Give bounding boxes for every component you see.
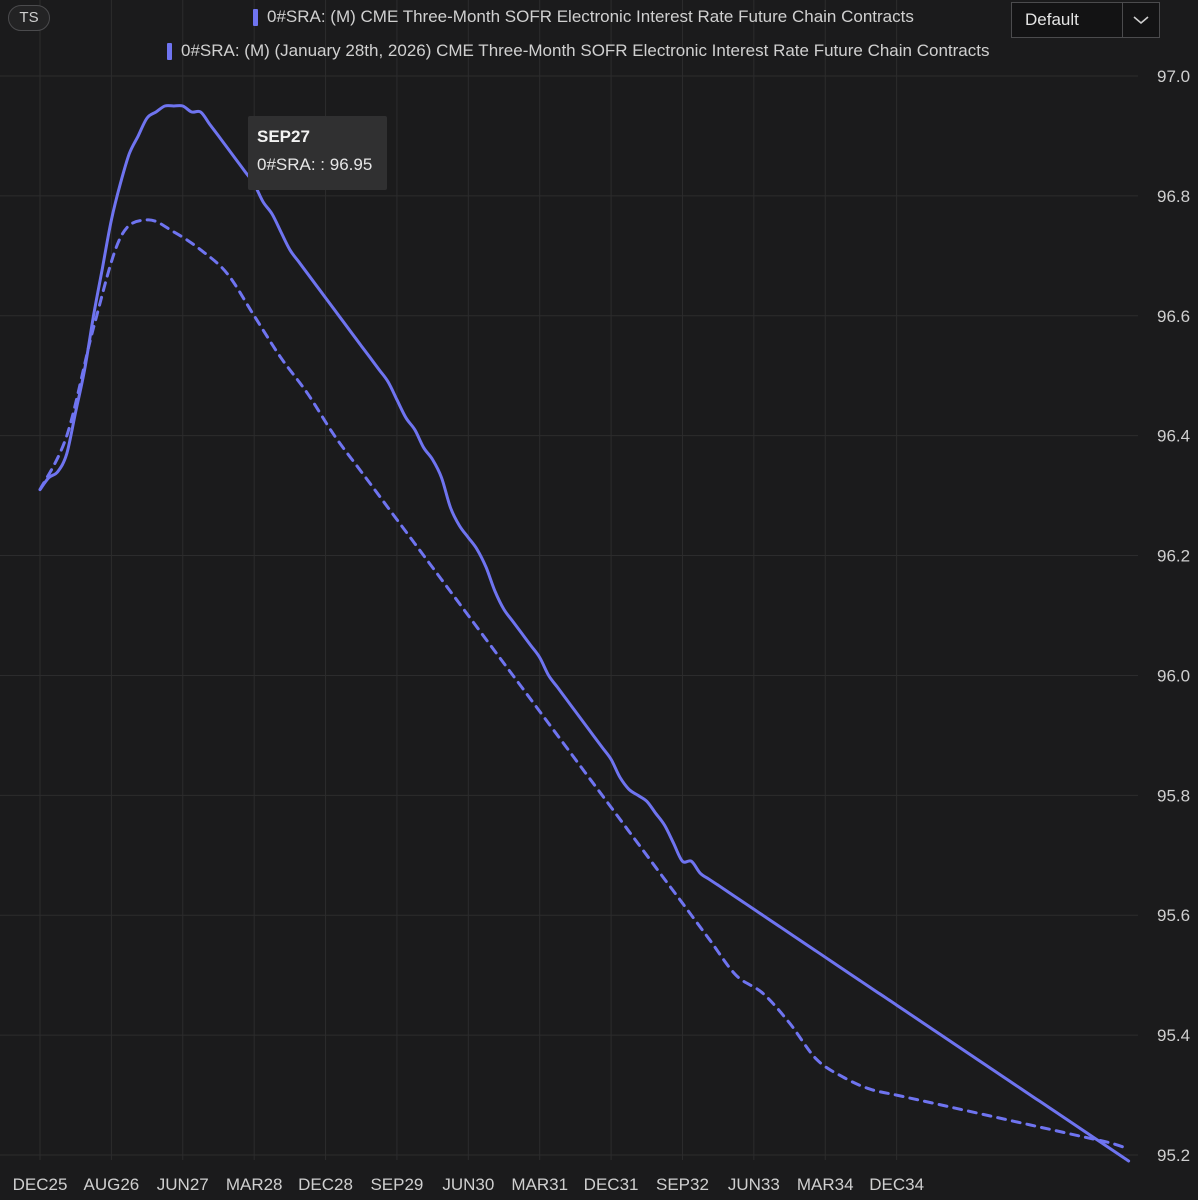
x-tick-label: MAR31 <box>511 1175 568 1194</box>
series-line-current[interactable] <box>38 104 1131 1163</box>
x-tick-label: AUG26 <box>84 1175 140 1194</box>
tooltip-title: SEP27 <box>257 127 310 146</box>
y-tick-label: 96.6 <box>1157 307 1190 326</box>
x-tick-label: JUN27 <box>157 1175 209 1194</box>
y-tick-label: 96.0 <box>1157 666 1190 685</box>
view-selector[interactable]: Default <box>1011 2 1160 38</box>
y-axis: 97.0 96.8 96.6 96.4 96.2 96.0 95.8 95.6 95.4 95.2 <box>1157 67 1190 1165</box>
x-axis: DEC25 AUG26 JUN27 MAR28 DEC28 SEP29 JUN30 MAR31… <box>13 1175 924 1194</box>
x-tick-label: DEC31 <box>584 1175 639 1194</box>
x-tick-label: JUN33 <box>728 1175 780 1194</box>
legend-label-jan28: 0#SRA: (M) (January 28th, 2026) CME Thre… <box>181 41 990 60</box>
y-tick-label: 95.2 <box>1157 1146 1190 1165</box>
y-tick-label: 96.8 <box>1157 187 1190 206</box>
ts-button[interactable]: TS <box>8 5 50 31</box>
x-tick-label: SEP29 <box>370 1175 423 1194</box>
legend-item-current[interactable]: 0#SRA: (M) CME Three-Month SOFR Electron… <box>253 7 914 27</box>
chart-tooltip: SEP27 0#SRA: : 96.95 <box>248 116 387 190</box>
legend-item-jan28[interactable]: 0#SRA: (M) (January 28th, 2026) CME Thre… <box>167 41 989 61</box>
series-line-jan28[interactable] <box>38 218 1131 1151</box>
y-tick-label: 95.4 <box>1157 1026 1190 1045</box>
chart-grid <box>0 0 1138 1160</box>
y-tick-label: 97.0 <box>1157 67 1190 86</box>
x-tick-label: DEC25 <box>13 1175 68 1194</box>
y-tick-label: 95.6 <box>1157 906 1190 925</box>
x-tick-label: DEC34 <box>869 1175 924 1194</box>
view-selector-value: Default <box>1012 3 1123 37</box>
x-tick-label: MAR34 <box>797 1175 854 1194</box>
y-tick-label: 95.8 <box>1157 786 1190 805</box>
chevron-down-icon[interactable] <box>1123 3 1159 37</box>
legend-swatch-jan28 <box>167 42 172 60</box>
y-tick-label: 96.2 <box>1157 547 1190 566</box>
x-tick-label: MAR28 <box>226 1175 283 1194</box>
legend-label-current: 0#SRA: (M) CME Three-Month SOFR Electron… <box>267 7 914 26</box>
tooltip-value: 0#SRA: : 96.95 <box>257 155 373 174</box>
legend-swatch-current <box>253 8 258 26</box>
x-tick-label: JUN30 <box>442 1175 494 1194</box>
x-tick-label: SEP32 <box>656 1175 709 1194</box>
chart-series[interactable] <box>38 104 1131 1163</box>
x-tick-label: DEC28 <box>298 1175 353 1194</box>
y-tick-label: 96.4 <box>1157 427 1190 446</box>
